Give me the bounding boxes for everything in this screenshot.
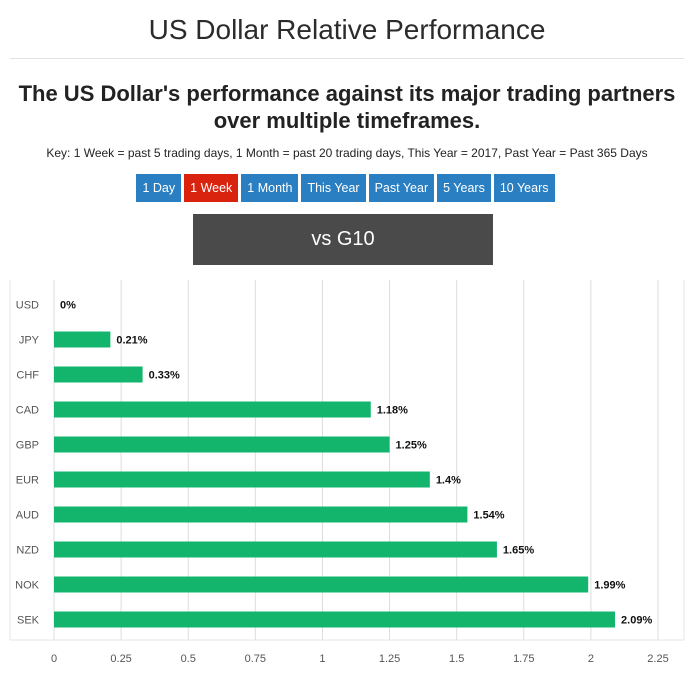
bar-sek[interactable]	[54, 611, 616, 628]
data-label: 1.54%	[473, 510, 504, 522]
bar-jpy[interactable]	[54, 331, 111, 348]
data-label: 1.65%	[503, 545, 534, 557]
x-tick-label: 1	[319, 653, 325, 665]
category-label: CHF	[16, 370, 39, 382]
data-label: 1.4%	[436, 475, 461, 487]
timeframe-button-10-years[interactable]: 10 Years	[493, 174, 555, 202]
x-tick-label: 0.5	[181, 653, 196, 665]
data-label: 2.09%	[621, 615, 652, 627]
timeframe-button-past-year[interactable]: Past Year	[368, 174, 435, 202]
category-label: EUR	[16, 475, 39, 487]
x-tick-label: 0.25	[110, 653, 131, 665]
plot-frame	[9, 280, 685, 641]
chart-subtitle: The US Dollar's performance against its …	[18, 81, 676, 133]
category-label: GBP	[16, 440, 39, 452]
bar-nzd[interactable]	[54, 541, 497, 558]
timeframe-button-1-day[interactable]: 1 Day	[136, 174, 182, 202]
data-label: 1.99%	[594, 580, 625, 592]
bar-aud[interactable]	[54, 506, 468, 523]
x-tick-label: 1.75	[513, 653, 534, 665]
category-label: AUD	[16, 510, 39, 522]
x-tick-label: 0	[51, 653, 57, 665]
timeframe-button-5-years[interactable]: 5 Years	[437, 174, 491, 202]
x-tick-label: 1.5	[449, 653, 464, 665]
x-tick-label: 2	[588, 653, 594, 665]
category-label: USD	[16, 300, 39, 312]
category-label: CAD	[16, 405, 39, 417]
group-selector-vs-g10[interactable]: vs G10	[193, 214, 493, 265]
x-tick-label: 1.25	[379, 653, 400, 665]
data-label: 0.33%	[149, 370, 180, 382]
key-legend-text: Key: 1 Week = past 5 trading days, 1 Mon…	[46, 146, 648, 160]
data-label: 0%	[60, 300, 76, 312]
x-tick-label: 0.75	[245, 653, 266, 665]
data-label: 0.21%	[116, 335, 147, 347]
bar-chf[interactable]	[54, 366, 143, 383]
bar-eur[interactable]	[54, 471, 430, 488]
bar-gbp[interactable]	[54, 436, 390, 453]
page-title: US Dollar Relative Performance	[148, 14, 546, 45]
data-label: 1.25%	[396, 440, 427, 452]
title-divider	[10, 58, 684, 59]
category-label: JPY	[19, 335, 40, 347]
bar-cad[interactable]	[54, 401, 371, 418]
x-tick-label: 2.25	[647, 653, 668, 665]
timeframe-button-group: 1 Day 1 Week 1 Month This Year Past Year…	[0, 174, 694, 202]
category-label: NZD	[16, 545, 39, 557]
category-label: SEK	[17, 615, 40, 627]
bar-nok[interactable]	[54, 576, 589, 593]
category-label: NOK	[15, 580, 40, 592]
data-label: 1.18%	[377, 405, 408, 417]
timeframe-button-this-year[interactable]: This Year	[301, 174, 366, 202]
timeframe-button-1-month[interactable]: 1 Month	[241, 174, 299, 202]
timeframe-button-1-week[interactable]: 1 Week	[184, 174, 239, 202]
bar-chart: USD 0% JPY 0.21% CHF 0.33% CAD 1.18% GBP 1.25% EUR…	[9, 280, 685, 665]
